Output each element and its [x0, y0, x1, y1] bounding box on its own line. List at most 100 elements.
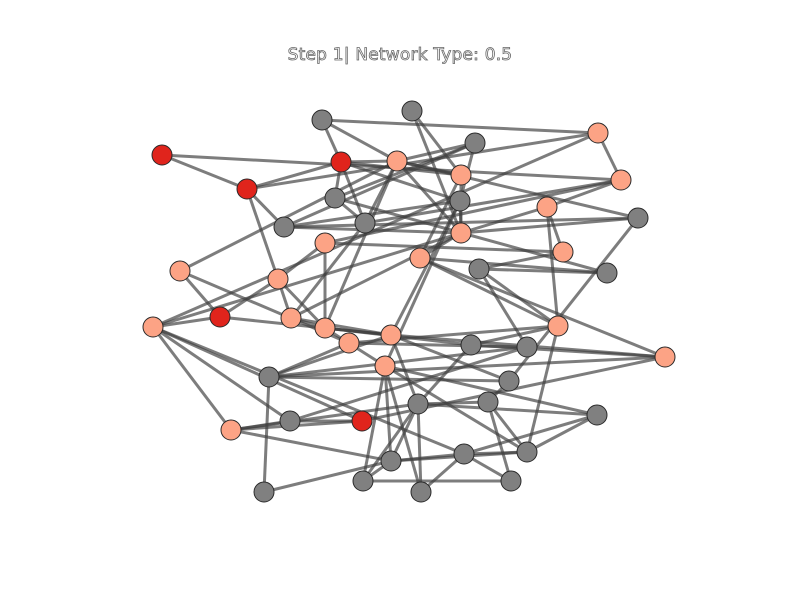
edge-n3-n4	[396, 141, 476, 163]
node-n8-exposed	[450, 164, 472, 186]
node-n31-exposed	[338, 332, 360, 354]
edge-n6-n24	[245, 188, 280, 280]
node-n27-exposed	[314, 317, 336, 339]
node-n4-exposed	[386, 150, 408, 172]
edge-n33-n38	[289, 345, 528, 423]
node-n18-exposed	[314, 232, 336, 254]
node-n42-susceptible	[477, 391, 499, 413]
node-n6-infected	[236, 178, 258, 200]
node-b2-susceptible	[352, 470, 374, 492]
edge-n16-n29	[152, 231, 462, 329]
node-b4-susceptible	[500, 470, 522, 492]
edge-n42-n44	[486, 401, 529, 453]
edge-n21-n30	[478, 267, 559, 328]
node-n38-susceptible	[279, 410, 301, 432]
edge-n29-n46	[152, 325, 465, 456]
edge-n20-n35	[419, 256, 666, 359]
node-n33-susceptible	[516, 336, 538, 358]
node-n16-exposed	[450, 222, 472, 244]
edge-n16-n17	[460, 205, 548, 235]
figure-title: Step 1| Network Type: 0.5	[287, 45, 513, 66]
node-n39-infected	[351, 410, 373, 432]
edge-n34-n43	[384, 364, 598, 417]
edge-n21-n22	[478, 267, 608, 275]
node-n21-susceptible	[468, 258, 490, 280]
edge-b3-n34	[383, 365, 423, 493]
node-n5-infected	[151, 144, 173, 166]
edge-n29-n40	[151, 326, 233, 431]
edge-n7-n11	[339, 161, 367, 224]
node-n1-susceptible	[311, 109, 333, 131]
edge-n20-n30	[419, 256, 559, 328]
node-b1-susceptible	[253, 481, 275, 503]
node-n20-exposed	[409, 247, 431, 269]
node-n13-exposed	[610, 169, 632, 191]
edge-n11-n13	[364, 178, 622, 225]
node-n28-exposed	[380, 324, 402, 346]
edge-b3-n41	[416, 403, 423, 493]
edge-n31-n36	[268, 341, 350, 379]
node-n46-susceptible	[453, 443, 475, 465]
edge-n30-n44	[525, 325, 560, 453]
node-n37-susceptible	[498, 370, 520, 392]
edge-b4-n42	[486, 401, 513, 482]
node-n24-exposed	[267, 268, 289, 290]
nodes-layer	[142, 100, 676, 503]
edge-b2-n34	[361, 365, 387, 482]
node-n30-exposed	[547, 315, 569, 337]
node-n44-susceptible	[516, 441, 538, 463]
edge-n6-n7	[246, 160, 342, 191]
edge-n12-n14	[283, 199, 461, 229]
edge-n19-n21	[478, 250, 564, 271]
node-n26-exposed	[280, 307, 302, 329]
edge-n28-n37	[390, 333, 510, 383]
node-n32-susceptible	[460, 334, 482, 356]
edge-n43-n46	[463, 413, 598, 456]
edge-n1-n4	[321, 118, 398, 163]
edge-n30-n32	[470, 324, 559, 347]
node-n36-susceptible	[258, 366, 280, 388]
edge-n7-n12	[340, 160, 461, 203]
node-n45-susceptible	[380, 450, 402, 472]
edge-n2-n8	[410, 110, 463, 176]
edge-n35-n36	[268, 355, 666, 379]
node-n2-susceptible	[401, 100, 423, 122]
node-n19-exposed	[552, 241, 574, 263]
edge-b1-n36	[262, 376, 271, 493]
edge-n43-n44	[526, 413, 598, 454]
node-n22-susceptible	[596, 262, 618, 284]
edge-b2-n41	[361, 403, 420, 482]
edge-n32-n35	[470, 343, 666, 359]
edge-n17-n30	[545, 206, 560, 327]
edge-n5-n6	[161, 153, 248, 191]
node-n12-susceptible	[449, 190, 471, 212]
node-b3-susceptible	[410, 481, 432, 503]
edge-n1-n9	[321, 118, 599, 135]
node-n41-susceptible	[407, 393, 429, 415]
node-n25-infected	[209, 306, 231, 328]
node-n43-susceptible	[586, 404, 608, 426]
edge-n6-n9	[246, 131, 599, 191]
edge-b1-n45	[263, 459, 392, 494]
node-n3-susceptible	[464, 132, 486, 154]
node-n7-infected	[330, 151, 352, 173]
node-n29-exposed	[142, 316, 164, 338]
node-n11-susceptible	[354, 212, 376, 234]
node-n17-exposed	[536, 196, 558, 218]
edge-n13-n18	[324, 178, 622, 245]
node-n10-susceptible	[324, 187, 346, 209]
node-n34-exposed	[374, 355, 396, 377]
node-n15-susceptible	[627, 207, 649, 229]
node-n9-exposed	[587, 122, 609, 144]
edge-n20-n22	[419, 256, 608, 275]
node-n40-exposed	[220, 419, 242, 441]
edge-n41-n43	[417, 402, 598, 417]
node-n35-exposed	[654, 346, 676, 368]
edge-n4-n15	[396, 159, 639, 220]
edge-n11-n26	[289, 222, 367, 319]
edge-n13-n17	[546, 178, 622, 209]
node-n23-exposed	[169, 260, 191, 282]
node-n14-susceptible	[273, 216, 295, 238]
